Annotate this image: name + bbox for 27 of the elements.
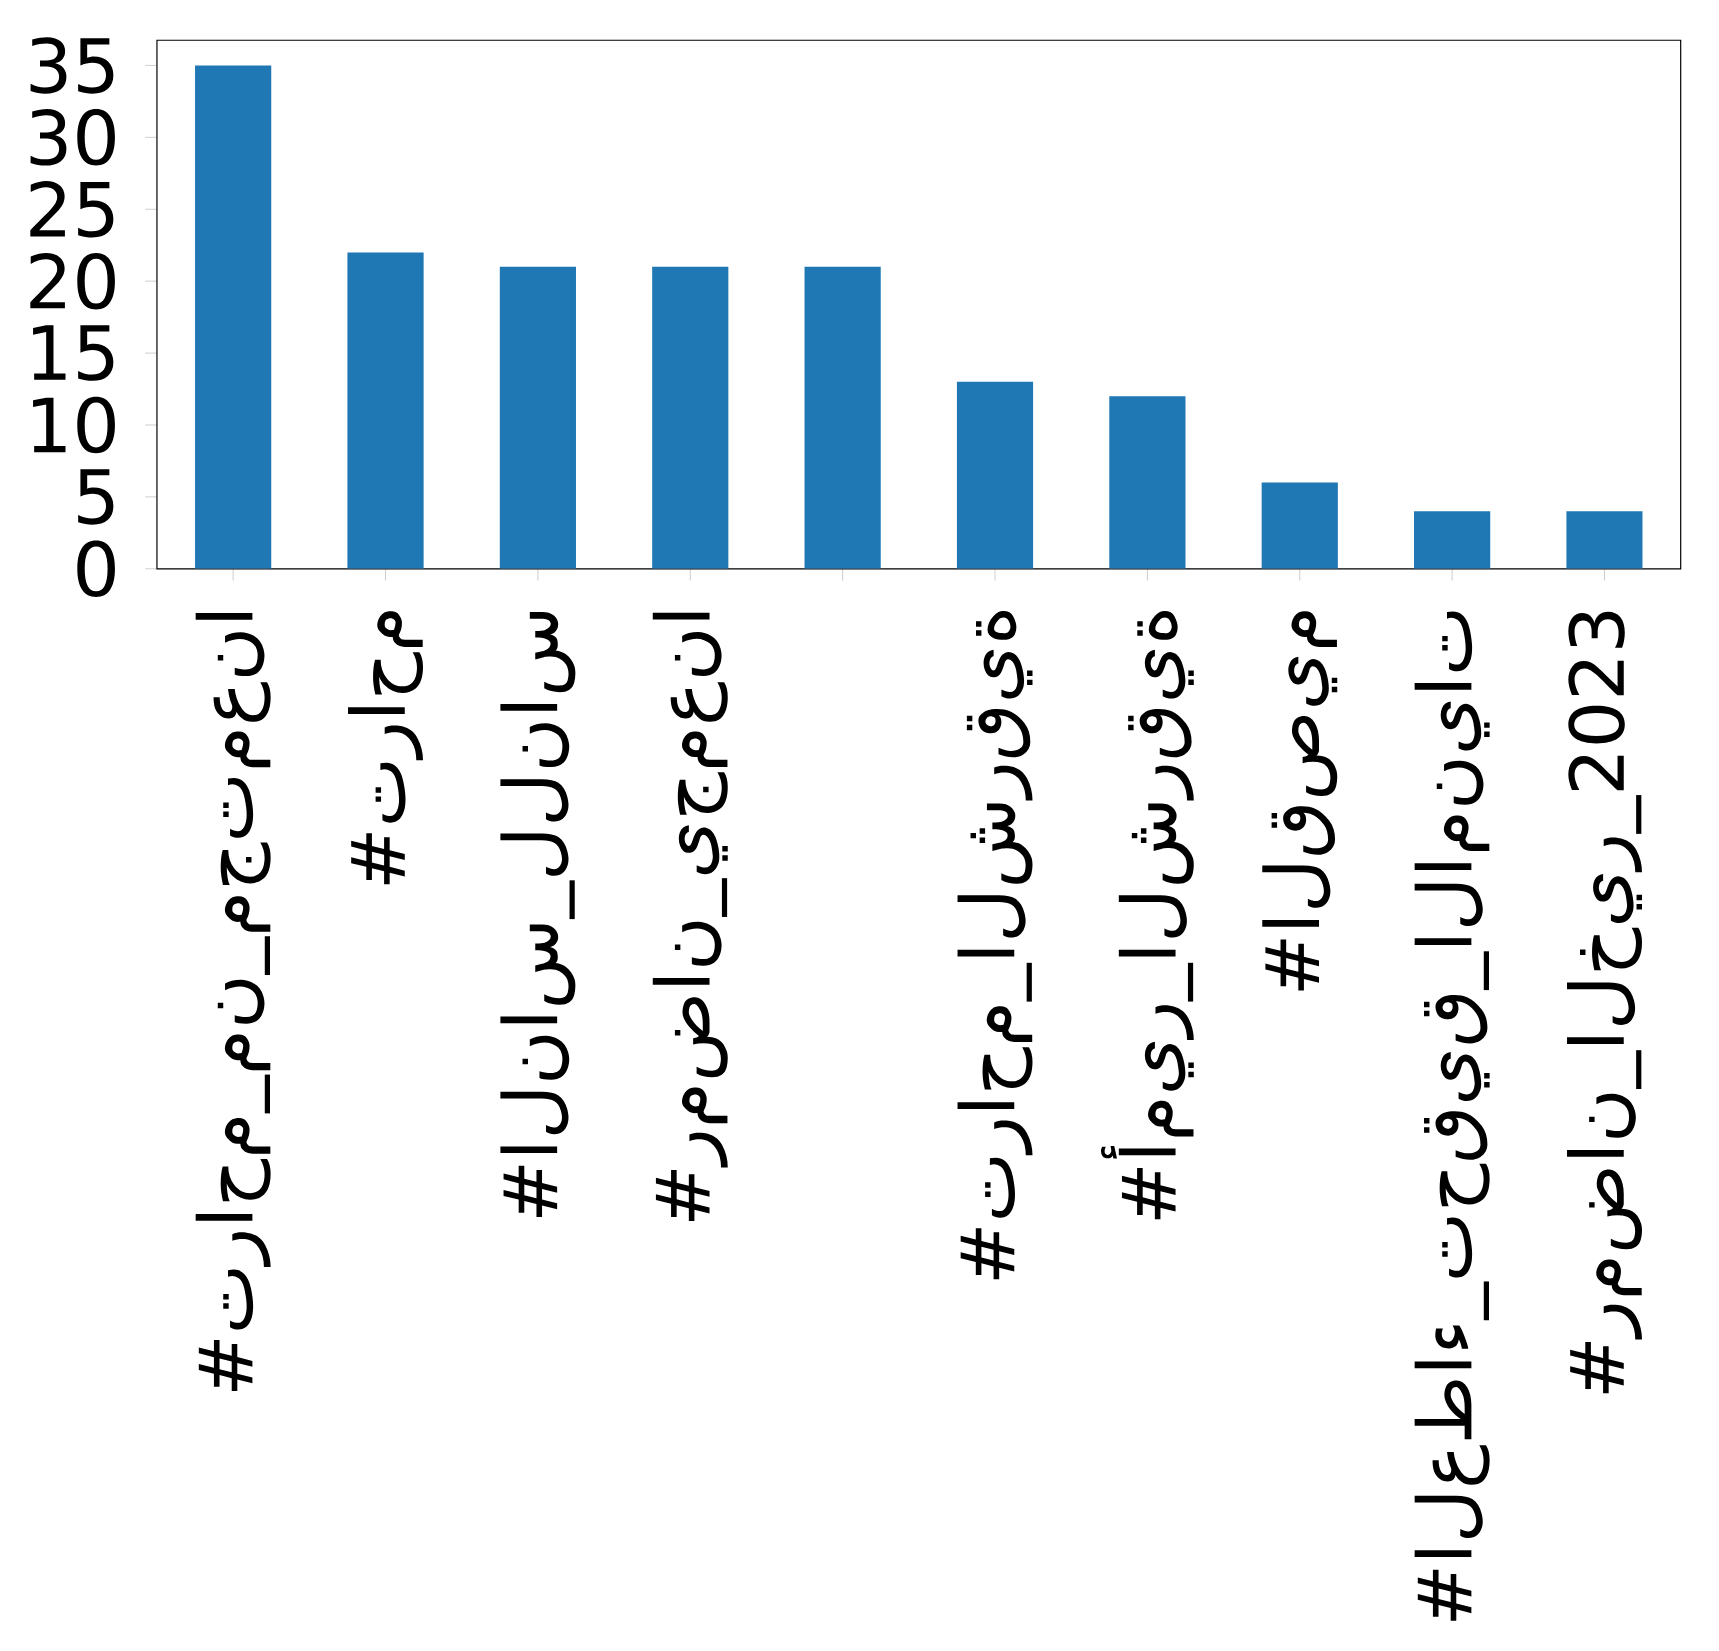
x-tick-label: #الناس_للناس bbox=[500, 611, 576, 1217]
y-tick-label: 35 bbox=[30, 36, 114, 94]
bar bbox=[1566, 511, 1643, 569]
bar bbox=[347, 252, 424, 569]
bar bbox=[1414, 511, 1491, 569]
x-tick-label: #تراحم_الشرقية bbox=[957, 610, 1033, 1279]
y-tick-label: 15 bbox=[33, 325, 114, 381]
y-tick-label: 0 bbox=[77, 540, 115, 597]
x-tick-label: #رمضان_الخير_2023 bbox=[1567, 611, 1642, 1393]
bar bbox=[956, 381, 1034, 569]
bar bbox=[652, 266, 729, 569]
x-tick-label: #أمير_الشرقية bbox=[1101, 610, 1194, 1219]
bar bbox=[195, 65, 272, 569]
x-tick-label: #القصيم bbox=[1262, 611, 1338, 991]
x-tick-label: #تراحم bbox=[348, 611, 424, 884]
y-tick-label: 30 bbox=[30, 108, 115, 166]
x-tick-label: #العطاء_تحقيق_الامنيات bbox=[1414, 611, 1490, 1621]
y-tick-label: 10 bbox=[33, 396, 115, 453]
bar bbox=[804, 266, 881, 569]
x-tick-label: #رمضان_يجمعنا bbox=[652, 612, 728, 1221]
y-tick-label: 20 bbox=[30, 252, 115, 310]
y-tick-label: 5 bbox=[78, 468, 114, 525]
bar bbox=[1109, 395, 1186, 569]
y-tick-label: 25 bbox=[30, 180, 114, 238]
x-tick-label: #تراحم_من_مجتمعنا bbox=[195, 612, 271, 1391]
bar bbox=[499, 266, 576, 569]
bar bbox=[1261, 482, 1338, 569]
